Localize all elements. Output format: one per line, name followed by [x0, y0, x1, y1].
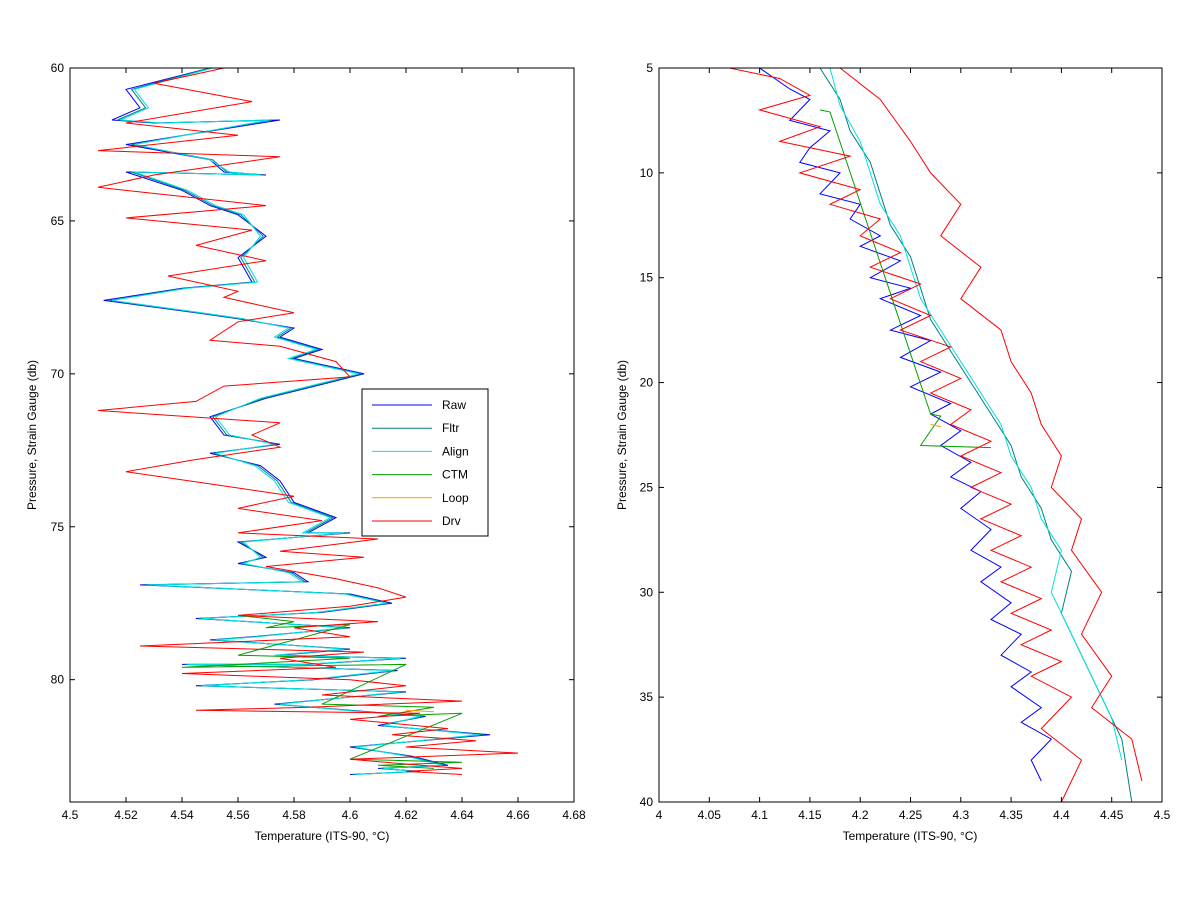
right-x-tick-label: 4.5 — [1154, 808, 1171, 822]
right-series-drv — [729, 67, 1083, 803]
legend-label-align: Align — [442, 444, 469, 458]
right-y-tick-label: 40 — [640, 795, 654, 809]
left-y-axis-label: Pressure, Strain Gauge (db) — [25, 360, 39, 510]
left-x-tick-label: 4.64 — [450, 808, 474, 822]
left-x-tick-label: 4.6 — [342, 808, 359, 822]
right-x-tick-label: 4.4 — [1053, 808, 1070, 822]
right-series-drv-2 — [839, 67, 1143, 782]
right-plot-area — [659, 68, 1162, 802]
right-y-tick-label: 5 — [646, 61, 653, 75]
right-y-tick-label: 15 — [640, 271, 654, 285]
left-x-tick-label: 4.5 — [62, 808, 79, 822]
left-series-loop — [405, 709, 435, 713]
right-x-tick-label: 4.3 — [952, 808, 969, 822]
right-y-tick-label: 30 — [640, 585, 654, 599]
right-x-axis-label: Temperature (ITS-90, °C) — [843, 829, 978, 843]
right-x-tick-label: 4.1 — [751, 808, 768, 822]
legend-label-fltr: Fltr — [442, 421, 459, 435]
left-y-tick-label: 65 — [51, 214, 65, 228]
right-ticks: 4 4.05 4.1 4.15 4.2 4.25 4.3 4.35 4.4 4.45 4.5 5 10 1… — [640, 61, 1171, 822]
right-x-tick-label: 4.35 — [999, 808, 1023, 822]
right-series-group — [729, 67, 1143, 803]
legend: Raw Fltr Align CTM Loop Drv — [361, 388, 489, 537]
right-series-raw — [759, 67, 1053, 782]
left-series-group — [97, 67, 519, 775]
legend-box — [361, 388, 489, 537]
right-series-ctm — [819, 109, 992, 449]
left-ticks: 4.5 4.52 4.54 4.56 4.58 4.6 4.62 4.64 4.66 4.68 60… — [51, 61, 586, 822]
left-y-tick-label: 80 — [51, 673, 65, 687]
left-series-align — [111, 67, 479, 775]
legend-label-drv: Drv — [442, 514, 461, 528]
right-y-axis-label: Pressure, Strain Gauge (db) — [615, 360, 629, 510]
legend-label-loop: Loop — [442, 491, 469, 505]
left-x-tick-label: 4.68 — [562, 808, 586, 822]
right-chart: 4 4.05 4.1 4.15 4.2 4.25 4.3 4.35 4.4 4.45 4.5 5 10 1… — [615, 61, 1171, 843]
left-axes-frame — [69, 67, 575, 803]
left-x-tick-label: 4.66 — [506, 808, 530, 822]
right-y-tick-label: 10 — [640, 166, 654, 180]
legend-label-ctm: CTM — [442, 468, 468, 482]
legend-label-raw: Raw — [442, 398, 466, 412]
left-series-ctm — [181, 614, 463, 769]
left-plot-area — [70, 68, 574, 802]
left-x-tick-label: 4.62 — [394, 808, 418, 822]
left-series-drv — [97, 67, 519, 775]
right-y-tick-label: 20 — [640, 376, 654, 390]
legend-items: Raw Fltr Align CTM Loop Drv — [372, 398, 469, 528]
left-x-tick-label: 4.54 — [170, 808, 194, 822]
right-x-tick-label: 4.25 — [899, 808, 923, 822]
left-chart: 4.5 4.52 4.54 4.56 4.58 4.6 4.62 4.64 4.66 4.68 60… — [25, 61, 586, 843]
right-y-tick-label: 35 — [640, 690, 654, 704]
right-x-tick-label: 4.15 — [798, 808, 822, 822]
right-x-tick-label: 4.2 — [852, 808, 869, 822]
left-y-tick-label: 70 — [51, 367, 65, 381]
right-series-loop — [930, 424, 941, 428]
left-x-axis-label: Temperature (ITS-90, °C) — [255, 829, 390, 843]
left-x-tick-label: 4.52 — [114, 808, 138, 822]
right-series-align — [829, 67, 1123, 761]
right-x-tick-label: 4 — [656, 808, 663, 822]
left-y-tick-label: 60 — [51, 61, 65, 75]
left-x-tick-label: 4.58 — [282, 808, 306, 822]
right-x-tick-label: 4.45 — [1100, 808, 1124, 822]
right-x-tick-label: 4.05 — [698, 808, 722, 822]
left-y-tick-label: 75 — [51, 520, 65, 534]
right-y-tick-label: 25 — [640, 480, 654, 494]
left-x-tick-label: 4.56 — [226, 808, 250, 822]
